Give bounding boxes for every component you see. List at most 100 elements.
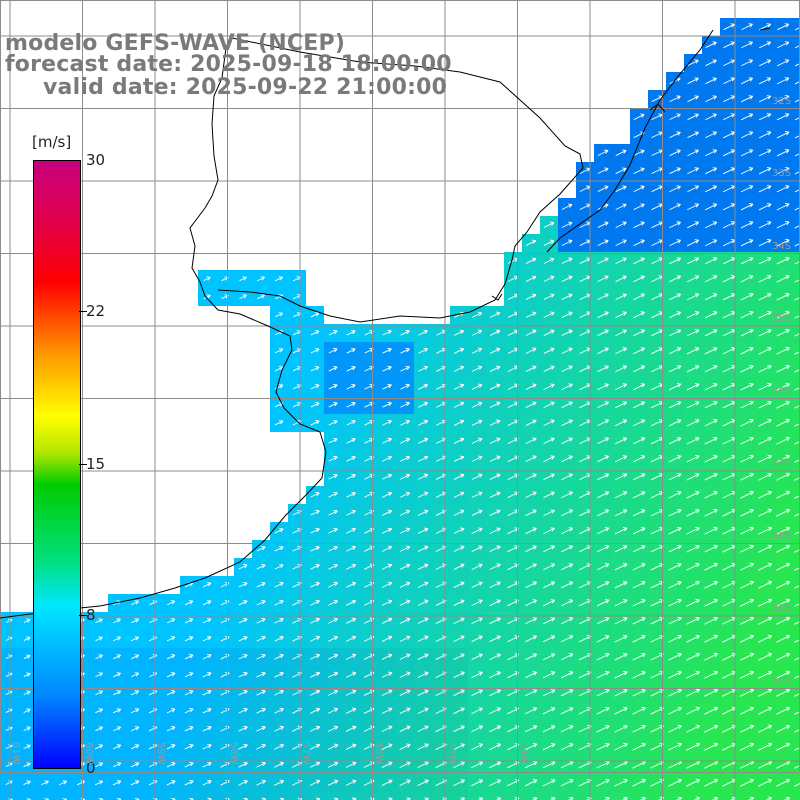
wind-arrow bbox=[758, 688, 773, 697]
lat-label: 36S bbox=[772, 386, 792, 397]
wind-arrow bbox=[327, 725, 339, 732]
wind-cell bbox=[792, 90, 800, 108]
wind-arrow bbox=[525, 419, 537, 426]
wind-arrow bbox=[758, 310, 772, 319]
wind-arrow bbox=[130, 690, 140, 696]
wind-arrow bbox=[471, 437, 483, 444]
wind-arrow bbox=[525, 239, 537, 246]
wind-arrow bbox=[687, 257, 700, 265]
wind-arrow bbox=[758, 652, 773, 661]
wind-arrow bbox=[704, 437, 718, 445]
wind-arrow bbox=[489, 635, 501, 643]
wind-cell bbox=[378, 792, 396, 800]
wind-arrow bbox=[166, 726, 176, 732]
wind-arrow bbox=[346, 473, 356, 480]
wind-arrow bbox=[740, 257, 754, 265]
colorbar-tickmark bbox=[79, 615, 87, 616]
wind-cell bbox=[792, 288, 800, 306]
wind-cell bbox=[270, 792, 288, 800]
wind-arrow bbox=[776, 724, 791, 733]
wind-arrow bbox=[399, 545, 411, 552]
wind-arrow bbox=[794, 98, 800, 103]
wind-arrow bbox=[740, 203, 754, 211]
wind-arrow bbox=[256, 546, 266, 552]
wind-arrow bbox=[166, 654, 176, 660]
wind-arrow bbox=[328, 527, 338, 534]
wind-arrow bbox=[597, 239, 609, 246]
wind-arrow bbox=[687, 59, 699, 67]
wind-arrow bbox=[740, 490, 754, 499]
wind-arrow bbox=[776, 203, 790, 211]
wind-arrow bbox=[417, 671, 429, 678]
wind-arrow bbox=[722, 185, 736, 193]
wind-arrow bbox=[694, 796, 701, 800]
wind-arrow bbox=[382, 347, 392, 354]
wind-arrow bbox=[794, 350, 800, 355]
wind-arrow bbox=[794, 206, 800, 211]
wind-arrow bbox=[632, 688, 646, 697]
wind-arrow bbox=[704, 490, 718, 499]
wind-arrow bbox=[561, 293, 573, 300]
wind-arrow bbox=[310, 563, 320, 570]
wind-arrow bbox=[471, 401, 483, 408]
wind-arrow bbox=[597, 221, 609, 228]
wind-arrow bbox=[668, 401, 682, 409]
wind-arrow bbox=[489, 581, 501, 589]
wind-arrow bbox=[759, 41, 772, 49]
wind-arrow bbox=[382, 527, 393, 534]
wind-arrow bbox=[633, 311, 645, 319]
wind-arrow bbox=[740, 544, 754, 553]
wind-arrow bbox=[596, 635, 610, 643]
wind-arrow bbox=[310, 348, 320, 354]
wind-arrow bbox=[668, 652, 682, 661]
wind-arrow bbox=[740, 131, 754, 139]
wind-arrow bbox=[381, 689, 393, 696]
colorbar bbox=[33, 160, 81, 769]
wind-arrow bbox=[687, 167, 699, 175]
wind-arrow bbox=[633, 275, 645, 283]
wind-arrow bbox=[704, 257, 718, 265]
wind-arrow bbox=[489, 725, 502, 733]
wind-arrow bbox=[686, 311, 700, 319]
wind-arrow bbox=[471, 473, 483, 480]
wind-arrow bbox=[686, 526, 700, 535]
wind-cell bbox=[792, 36, 800, 54]
wind-arrow bbox=[560, 779, 574, 787]
wind-arrow bbox=[524, 689, 538, 697]
wind-arrow bbox=[543, 419, 555, 427]
wind-arrow bbox=[668, 544, 682, 553]
wind-arrow bbox=[651, 149, 663, 157]
wind-arrow bbox=[166, 618, 176, 624]
wind-arrow bbox=[740, 311, 754, 319]
wind-arrow bbox=[417, 779, 429, 787]
wind-arrow bbox=[597, 293, 609, 301]
wind-arrow bbox=[166, 762, 176, 768]
wind-arrow bbox=[704, 562, 718, 571]
wind-arrow bbox=[346, 401, 356, 408]
wind-arrow bbox=[417, 653, 429, 660]
wind-arrow bbox=[345, 725, 357, 732]
wind-arrow bbox=[417, 689, 429, 696]
wind-arrow bbox=[704, 526, 718, 535]
wind-cell bbox=[792, 252, 800, 270]
lon-label: 61W bbox=[10, 742, 21, 765]
wind-arrow bbox=[758, 562, 773, 571]
wind-arrow bbox=[471, 707, 483, 715]
wind-arrow bbox=[328, 366, 338, 372]
wind-arrow bbox=[418, 401, 429, 408]
wind-cell bbox=[360, 792, 378, 800]
wind-arrow bbox=[256, 743, 266, 750]
wind-arrow bbox=[740, 382, 754, 391]
wind-arrow bbox=[471, 761, 484, 769]
wind-arrow bbox=[776, 400, 790, 409]
wind-arrow bbox=[705, 167, 718, 175]
wind-arrow bbox=[632, 491, 646, 499]
wind-cell bbox=[306, 792, 324, 800]
wind-arrow bbox=[614, 706, 628, 715]
wind-arrow bbox=[238, 671, 248, 678]
wind-arrow bbox=[345, 743, 357, 750]
wind-arrow bbox=[723, 77, 735, 85]
wind-arrow bbox=[705, 131, 717, 139]
wind-arrow bbox=[23, 708, 31, 714]
wind-arrow bbox=[417, 635, 429, 642]
